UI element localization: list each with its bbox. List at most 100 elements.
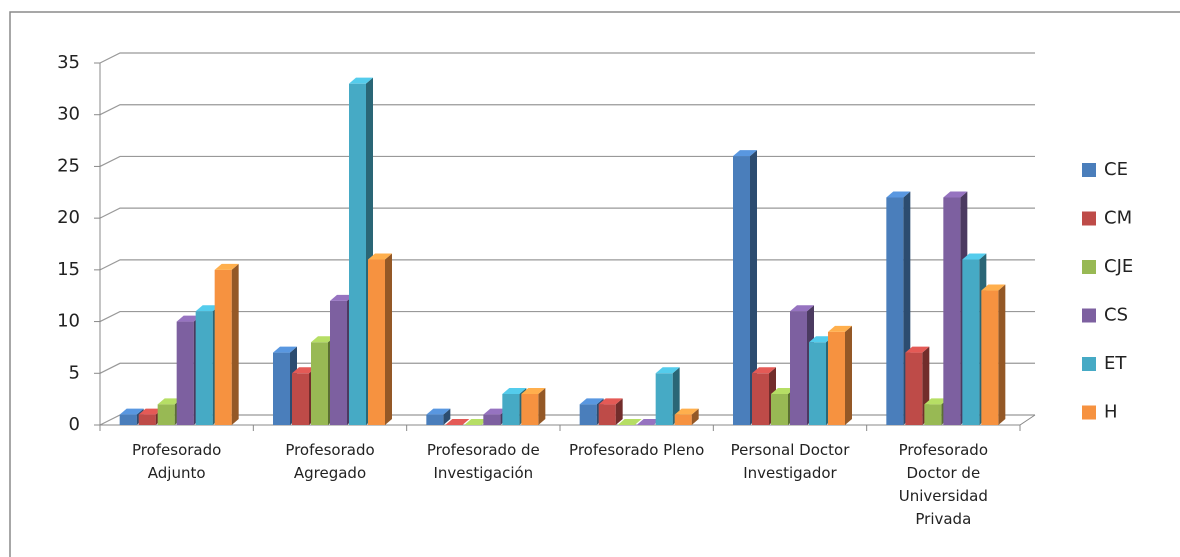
x-tick-label: Personal Doctor Investigador bbox=[730, 441, 850, 482]
bar-face bbox=[674, 408, 699, 415]
bar-face bbox=[273, 346, 297, 353]
y-tick-label: 25 bbox=[57, 155, 80, 176]
bar-face bbox=[538, 387, 546, 425]
x-tick-label: Profesorado de Investigación bbox=[426, 441, 540, 482]
bar-face bbox=[752, 373, 769, 425]
y-tick-label: 35 bbox=[57, 52, 80, 73]
bar-face bbox=[617, 419, 642, 425]
y-tick-label: 5 bbox=[69, 362, 80, 383]
bar-face bbox=[809, 342, 826, 425]
bar-face bbox=[752, 367, 776, 374]
bar-face bbox=[691, 408, 699, 425]
bar-face bbox=[845, 325, 852, 425]
legend-label: CJE bbox=[1104, 256, 1133, 277]
bar-face bbox=[273, 352, 290, 425]
bar bbox=[368, 253, 392, 425]
bar-face bbox=[674, 414, 692, 425]
bar-face bbox=[443, 408, 451, 425]
bar-face bbox=[521, 387, 546, 394]
bar-face bbox=[943, 197, 961, 425]
bar bbox=[636, 419, 661, 425]
grid-line bbox=[99, 155, 1035, 167]
bar-face bbox=[214, 263, 239, 270]
legend-swatch bbox=[1082, 211, 1096, 226]
bar-face bbox=[330, 294, 354, 301]
bar-face bbox=[962, 259, 980, 425]
bar-face bbox=[924, 404, 942, 425]
bar bbox=[617, 419, 642, 425]
bar-face bbox=[385, 253, 392, 425]
bar-face bbox=[292, 367, 316, 374]
bar-face bbox=[349, 77, 373, 84]
bar-face bbox=[981, 290, 999, 425]
bar bbox=[905, 346, 930, 425]
bar-face bbox=[368, 259, 385, 425]
bar-face bbox=[231, 263, 239, 425]
legend-swatch bbox=[1082, 405, 1096, 420]
grid-line bbox=[99, 259, 1035, 271]
bar-face bbox=[905, 346, 930, 353]
bar bbox=[426, 408, 451, 425]
bar-face bbox=[579, 404, 597, 425]
bar-face bbox=[598, 404, 616, 425]
x-tick-label: Profesorado Agregado bbox=[285, 441, 375, 482]
bar-face bbox=[655, 367, 680, 374]
bar-face bbox=[483, 408, 508, 415]
bar-face bbox=[349, 83, 366, 425]
x-tick-label: Profesorado Pleno bbox=[569, 441, 705, 459]
grid-line bbox=[99, 362, 1035, 374]
bar bbox=[445, 419, 470, 425]
bar-face bbox=[138, 414, 156, 425]
bar-face bbox=[886, 197, 904, 425]
legend-swatch bbox=[1082, 308, 1096, 323]
y-tick-label: 15 bbox=[57, 259, 80, 280]
x-tick-label: Profesorado Doctor de Universidad Privad… bbox=[898, 441, 988, 528]
bar-face bbox=[176, 321, 194, 425]
bar-face bbox=[579, 398, 604, 405]
bar-face bbox=[195, 311, 213, 425]
bar-face bbox=[138, 408, 163, 415]
bar bbox=[655, 367, 680, 425]
grid-line bbox=[99, 310, 1035, 323]
bar bbox=[521, 387, 546, 425]
bar-face bbox=[615, 398, 623, 425]
bar bbox=[598, 398, 623, 425]
legend-swatch bbox=[1082, 163, 1096, 177]
legend-label: CS bbox=[1104, 305, 1128, 326]
grid-line bbox=[99, 207, 1035, 219]
bar-face bbox=[924, 398, 949, 405]
bar-face bbox=[176, 315, 201, 322]
bar-face bbox=[790, 305, 814, 312]
bar-face bbox=[598, 398, 623, 405]
legend-label: ET bbox=[1104, 353, 1127, 374]
bar-face bbox=[464, 419, 489, 425]
x-tick-label: Profesorado Adjunto bbox=[131, 441, 222, 482]
bar-face bbox=[905, 352, 923, 425]
bar-face bbox=[636, 419, 661, 425]
bar bbox=[733, 150, 757, 426]
bar-face bbox=[157, 398, 182, 405]
legend-swatch bbox=[1082, 260, 1096, 274]
bar-face bbox=[426, 414, 444, 425]
bar-face bbox=[119, 414, 137, 425]
bar-face bbox=[483, 414, 501, 425]
legend-swatch bbox=[1082, 357, 1096, 371]
bar-face bbox=[962, 253, 987, 260]
bar-face bbox=[368, 253, 392, 260]
y-tick-label: 30 bbox=[57, 104, 80, 125]
legend-label: CM bbox=[1104, 208, 1132, 229]
bar-face bbox=[771, 393, 788, 425]
bar bbox=[214, 263, 239, 425]
bar bbox=[674, 408, 699, 425]
bar-face bbox=[981, 284, 1006, 291]
bar-face bbox=[521, 393, 539, 425]
bar-face bbox=[886, 191, 911, 198]
legend-label: H bbox=[1104, 402, 1118, 423]
bar-face bbox=[771, 387, 795, 394]
bar-face bbox=[292, 373, 309, 425]
bar-face bbox=[998, 284, 1006, 425]
bar bbox=[464, 419, 489, 425]
bar bbox=[828, 325, 852, 425]
bar-face bbox=[655, 373, 673, 425]
